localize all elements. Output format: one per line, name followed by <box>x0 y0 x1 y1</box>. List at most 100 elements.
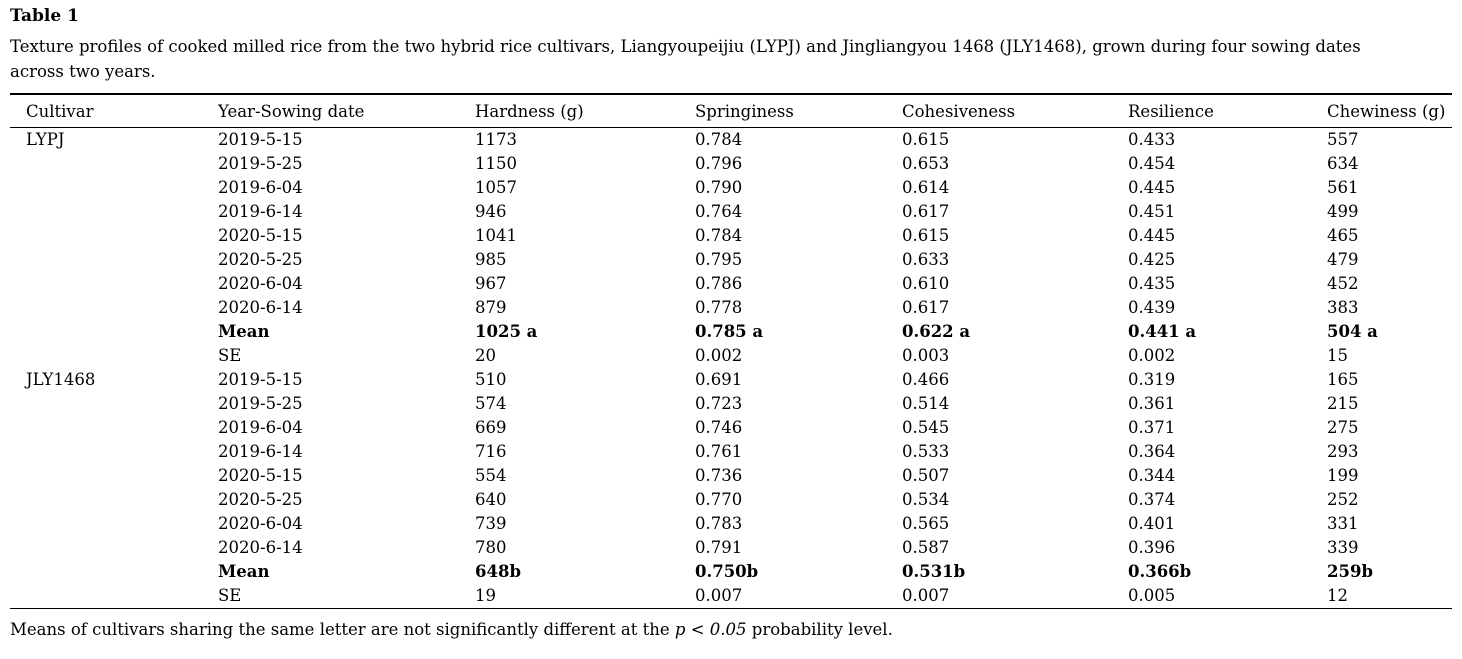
table-cell: 879 <box>475 298 507 317</box>
table-cell <box>10 224 218 248</box>
table-cell: 0.746 <box>695 418 743 437</box>
table-cell: 0.736 <box>695 466 743 485</box>
table-row: 2020-5-15 554 0.736 0.507 0.344 199 <box>10 464 1452 488</box>
table-cell: 1173 <box>475 130 517 149</box>
table-cell: 0.007 <box>695 586 743 605</box>
table-cell <box>10 512 218 536</box>
table-cell: SE <box>218 346 242 365</box>
table-cell: JLY1468 <box>26 370 96 389</box>
table-cell: 0.617 <box>902 298 950 317</box>
table-cell: 0.514 <box>902 394 950 413</box>
table-cell: 0.617 <box>902 202 950 221</box>
table-cell: Mean <box>218 562 270 581</box>
table-cell <box>10 320 218 344</box>
table-title: Table 1 <box>10 6 79 26</box>
table-cell: 0.615 <box>902 130 950 149</box>
table-cell <box>10 440 218 464</box>
table-cell <box>10 488 218 512</box>
table-cell: 0.785 a <box>695 322 764 341</box>
table-cell: 0.366b <box>1128 562 1192 581</box>
table-cell: 2019-5-25 <box>218 154 303 173</box>
table-row: 2019-6-04 1057 0.790 0.614 0.445 561 <box>10 176 1452 200</box>
table-cell: 0.531b <box>902 562 966 581</box>
table-cell: 0.750b <box>695 562 759 581</box>
table-cell <box>10 416 218 440</box>
footnote-text-before: Means of cultivars sharing the same lett… <box>10 620 675 639</box>
table-cell <box>10 152 218 176</box>
table-cell: 640 <box>475 490 507 509</box>
table-cell: 383 <box>1327 298 1359 317</box>
table-cell: 479 <box>1327 250 1359 269</box>
table-cell <box>10 560 218 584</box>
table-cell: 2019-5-25 <box>218 394 303 413</box>
table-cell: 780 <box>475 538 507 557</box>
table-cell: 0.533 <box>902 442 950 461</box>
table-cell: 557 <box>1327 130 1359 149</box>
table-cell: LYPJ <box>26 130 65 149</box>
table-cell: 0.783 <box>695 514 743 533</box>
table-cell: 574 <box>475 394 507 413</box>
table-row: 2020-6-04 739 0.783 0.565 0.401 331 <box>10 512 1452 536</box>
table-cell: 0.614 <box>902 178 950 197</box>
table-row: 2020-6-04 967 0.786 0.610 0.435 452 <box>10 272 1452 296</box>
table-row: SE 20 0.002 0.003 0.002 15 <box>10 344 1452 368</box>
table-cell: Mean <box>218 322 270 341</box>
table-cell: 2019-6-14 <box>218 202 303 221</box>
table-cell: 716 <box>475 442 507 461</box>
table-cell: 2020-5-25 <box>218 250 303 269</box>
table-cell: 0.691 <box>695 370 743 389</box>
table-cell: 0.795 <box>695 250 743 269</box>
table-cell: 0.790 <box>695 178 743 197</box>
table-cell: 0.371 <box>1128 418 1176 437</box>
table-cell: 2020-6-14 <box>218 298 303 317</box>
table-cell: 0.764 <box>695 202 743 221</box>
caption-line-1: Texture profiles of cooked milled rice f… <box>10 37 1361 56</box>
table-cell: 0.439 <box>1128 298 1176 317</box>
table-cell: 648b <box>475 562 521 581</box>
table-cell: 0.007 <box>902 586 950 605</box>
table-cell <box>10 392 218 416</box>
table-cell: 0.003 <box>902 346 950 365</box>
table-row: 2020-6-14 780 0.791 0.587 0.396 339 <box>10 536 1452 560</box>
table-cell: 0.451 <box>1128 202 1176 221</box>
table-cell: 967 <box>475 274 507 293</box>
table-cell: 0.401 <box>1128 514 1176 533</box>
table-cell: 510 <box>475 370 507 389</box>
table-cell <box>10 296 218 320</box>
table-cell: 275 <box>1327 418 1359 437</box>
table-cell: 0.364 <box>1128 442 1176 461</box>
table-cell <box>10 200 218 224</box>
table-row: 2019-5-25 574 0.723 0.514 0.361 215 <box>10 392 1452 416</box>
table-cell: 0.441 a <box>1128 322 1197 341</box>
table-cell: 215 <box>1327 394 1359 413</box>
table-cell: 504 a <box>1327 322 1378 341</box>
table-cell: 331 <box>1327 514 1359 533</box>
caption-line-2: across two years. <box>10 61 156 81</box>
table-cell: 985 <box>475 250 507 269</box>
table-cell: 0.622 a <box>902 322 971 341</box>
table-cell: 2020-6-14 <box>218 538 303 557</box>
table-row: 2020-5-15 1041 0.784 0.615 0.445 465 <box>10 224 1452 248</box>
table-cell: 0.784 <box>695 226 743 245</box>
table-cell: 499 <box>1327 202 1359 221</box>
table-body: LYPJ 2019-5-15 1173 0.784 0.615 0.433 557 2019-… <box>10 128 1452 609</box>
table-cell: 2020-5-15 <box>218 226 303 245</box>
footnote-p-value: p < 0.05 <box>674 620 747 639</box>
table-cell: 0.344 <box>1128 466 1176 485</box>
table-cell: 0.615 <box>902 226 950 245</box>
table-cell: 0.534 <box>902 490 950 509</box>
table-cell: 0.396 <box>1128 538 1176 557</box>
table-cell: 15 <box>1327 346 1348 365</box>
table-cell: 669 <box>475 418 507 437</box>
table-row: 2019-5-25 1150 0.796 0.653 0.454 634 <box>10 152 1452 176</box>
table-cell: 199 <box>1327 466 1359 485</box>
table-cell: 465 <box>1327 226 1359 245</box>
table-cell: 1041 <box>475 226 517 245</box>
table-cell <box>10 272 218 296</box>
table-cell: 252 <box>1327 490 1359 509</box>
table-cell: 2019-5-15 <box>218 130 303 149</box>
column-header-cohesiveness: Cohesiveness <box>902 94 1128 128</box>
table-cell: 0.545 <box>902 418 950 437</box>
table-cell: 0.425 <box>1128 250 1176 269</box>
table-cell: 2020-6-04 <box>218 514 303 533</box>
